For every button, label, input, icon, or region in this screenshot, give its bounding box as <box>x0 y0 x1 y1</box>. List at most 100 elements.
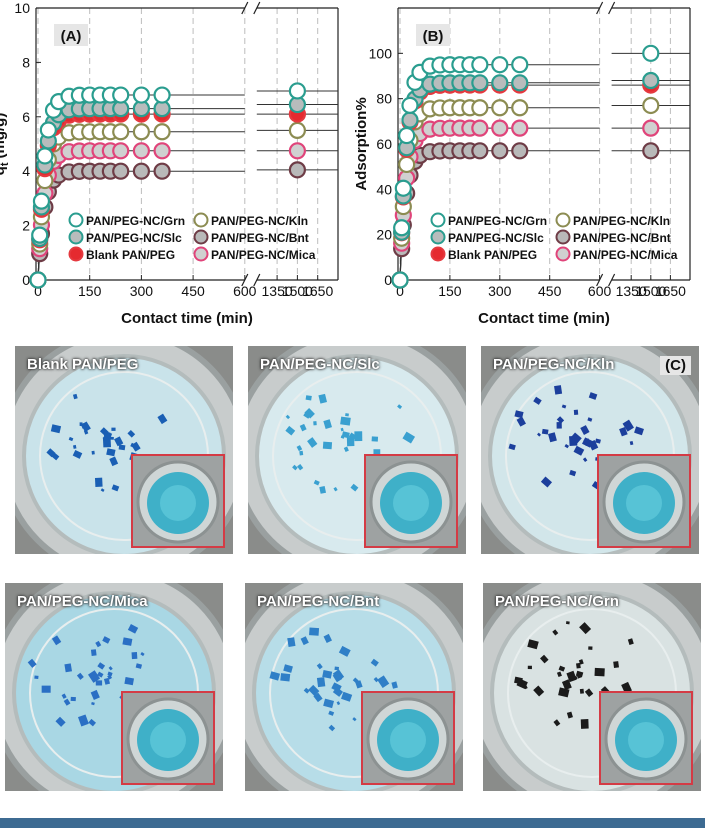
flake <box>27 658 37 668</box>
flake <box>629 440 634 446</box>
flake <box>373 676 379 683</box>
data-point <box>491 74 509 92</box>
flake <box>292 464 298 471</box>
y-axis-label-text: qt(mg/g) <box>0 113 11 176</box>
flake <box>340 427 344 432</box>
flake <box>516 416 526 427</box>
flake <box>319 485 327 494</box>
flake <box>100 488 105 492</box>
flake <box>556 416 565 424</box>
legend-marker <box>193 246 209 262</box>
data-point <box>288 142 306 160</box>
flake <box>561 404 567 409</box>
flake <box>118 444 126 451</box>
flake <box>566 670 577 683</box>
flake <box>540 476 553 488</box>
flake <box>111 484 120 492</box>
data-point <box>511 142 529 160</box>
flake <box>323 633 332 644</box>
data-point <box>471 119 489 137</box>
data-point <box>511 74 529 92</box>
flake <box>340 416 351 426</box>
data-point <box>29 271 47 289</box>
data-point <box>491 119 509 137</box>
flake <box>285 414 291 420</box>
flake <box>621 681 632 694</box>
flake <box>341 431 350 439</box>
x-tick-label: 600 <box>588 283 612 299</box>
legend-marker <box>430 212 446 228</box>
flake <box>523 685 528 690</box>
flake <box>579 622 592 635</box>
axis-break-mark <box>241 1 249 15</box>
photo-mica: PAN/PEG-NC/Mica <box>5 583 223 791</box>
flake <box>587 417 593 422</box>
flake <box>309 627 320 636</box>
flake <box>508 443 516 451</box>
y-tick-label: 2 <box>22 218 30 234</box>
flake <box>341 691 353 702</box>
flake <box>102 636 111 644</box>
flake <box>303 687 310 694</box>
flake <box>80 421 91 432</box>
x-tick-label: 0 <box>396 283 404 299</box>
data-point <box>511 119 529 137</box>
flake <box>318 393 328 404</box>
legend-marker <box>555 246 571 262</box>
flake <box>124 676 135 686</box>
legend-marker <box>68 212 84 228</box>
data-point <box>391 271 409 289</box>
flake <box>540 654 549 664</box>
flake <box>283 664 293 673</box>
flake <box>556 422 562 429</box>
flake <box>588 439 599 451</box>
y-axis-label: qt(mg/g) <box>0 113 11 176</box>
flake <box>308 684 320 696</box>
flake <box>103 431 111 438</box>
flake <box>352 717 357 722</box>
flake <box>583 438 591 447</box>
panel-label: (B) <box>423 28 444 45</box>
y-tick-label: 0 <box>22 272 30 288</box>
y-tick-label: 80 <box>376 91 392 107</box>
flake <box>55 716 66 727</box>
flake <box>584 688 594 698</box>
flake <box>316 663 323 670</box>
x-tick-label: 1500 <box>635 283 666 299</box>
flake <box>582 457 588 463</box>
y-tick-label: 8 <box>22 54 30 70</box>
data-point <box>642 44 660 62</box>
legend-marker <box>555 212 571 228</box>
flake <box>352 677 359 684</box>
data-point <box>31 226 49 244</box>
flake <box>514 410 524 419</box>
photo-grn: PAN/PEG-NC/Grn <box>483 583 701 791</box>
flake <box>299 423 307 432</box>
flake <box>135 663 143 669</box>
panel-label-c: (C) <box>660 356 691 375</box>
legend-label: PAN/PEG-NC/Mica <box>573 248 678 262</box>
flake <box>50 424 62 434</box>
flake <box>72 449 83 459</box>
flake <box>580 719 589 729</box>
flake <box>140 652 145 657</box>
flake <box>299 450 304 456</box>
flake <box>338 645 351 657</box>
inset-liquid-center <box>390 722 426 758</box>
data-point <box>398 126 416 145</box>
flake <box>527 639 539 650</box>
flake <box>346 436 355 447</box>
flake <box>579 688 584 694</box>
flake <box>70 696 76 702</box>
flake <box>354 431 363 442</box>
flake <box>97 662 106 670</box>
x-tick-label: 0 <box>34 283 42 299</box>
flake <box>333 486 338 492</box>
data-point <box>153 86 171 104</box>
panel-label-box <box>54 24 88 46</box>
x-tick-label: 1350 <box>262 283 293 299</box>
flake <box>76 672 84 680</box>
y-axis-label: Adsorption% <box>353 97 370 190</box>
inset-liquid-center <box>150 722 186 758</box>
